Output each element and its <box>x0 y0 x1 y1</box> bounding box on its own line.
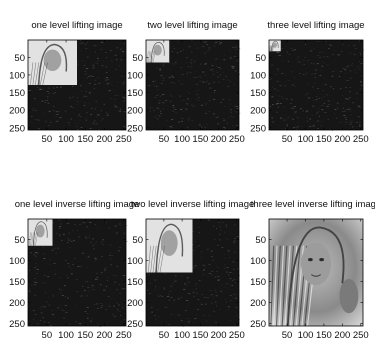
x-tick-label: 200 <box>211 330 227 341</box>
y-tick-label: 100 <box>250 256 266 267</box>
y-tick-label: 50 <box>132 53 143 64</box>
y-tick-label: 50 <box>132 235 143 246</box>
axes-box <box>145 218 240 327</box>
y-tick-label: 150 <box>250 88 266 99</box>
x-tick-label: 50 <box>42 134 53 145</box>
x-tick-label: 100 <box>58 330 74 341</box>
y-tick-label: 200 <box>127 106 143 117</box>
y-tick-label: 150 <box>9 88 25 99</box>
mouth <box>311 274 321 277</box>
hood <box>286 226 345 327</box>
x-tick-label: 150 <box>77 330 93 341</box>
x-tick-label: 50 <box>42 330 53 341</box>
x-tick-label: 250 <box>116 134 132 145</box>
x-tick-label: 50 <box>159 330 170 341</box>
x-tick-label: 250 <box>116 330 132 341</box>
axes-box <box>27 218 127 327</box>
x-tick-label: 250 <box>353 134 369 145</box>
x-tick-label: 200 <box>334 330 350 341</box>
face <box>300 242 332 286</box>
y-tick-label: 250 <box>250 123 266 134</box>
x-tick-label: 150 <box>192 330 208 341</box>
subplot-title: two level inverse lifting image <box>131 199 255 210</box>
x-tick-label: 100 <box>298 134 314 145</box>
y-tick-label: 250 <box>127 319 143 330</box>
detail-subbands <box>269 40 363 130</box>
y-tick-label: 50 <box>14 53 25 64</box>
y-tick-label: 150 <box>250 277 266 288</box>
subplot-title: two level lifting image <box>147 20 237 31</box>
y-tick-label: 100 <box>127 256 143 267</box>
eye <box>319 258 324 262</box>
subplot-title: three level inverse lifting image <box>251 199 375 210</box>
y-tick-label: 100 <box>9 70 25 81</box>
y-tick-label: 250 <box>9 123 25 134</box>
x-tick-label: 150 <box>77 134 93 145</box>
y-tick-label: 100 <box>127 70 143 81</box>
x-tick-label: 50 <box>159 134 170 145</box>
y-tick-label: 200 <box>127 298 143 309</box>
x-tick-label: 200 <box>334 134 350 145</box>
y-tick-label: 150 <box>127 88 143 99</box>
subplot-title: three level lifting image <box>267 20 364 31</box>
x-tick-label: 250 <box>353 330 369 341</box>
x-tick-label: 100 <box>298 330 314 341</box>
x-tick-label: 150 <box>316 134 332 145</box>
y-tick-label: 200 <box>250 298 266 309</box>
x-tick-label: 250 <box>229 134 245 145</box>
y-tick-label: 100 <box>9 256 25 267</box>
subplot-title: one level lifting image <box>31 20 122 31</box>
y-tick-label: 100 <box>250 70 266 81</box>
y-tick-label: 250 <box>127 123 143 134</box>
x-tick-label: 100 <box>174 134 190 145</box>
x-tick-label: 50 <box>282 330 293 341</box>
y-tick-label: 250 <box>9 319 25 330</box>
axes-box <box>27 39 127 131</box>
x-tick-label: 200 <box>211 134 227 145</box>
x-tick-label: 150 <box>192 134 208 145</box>
y-tick-label: 200 <box>250 106 266 117</box>
y-tick-label: 150 <box>127 277 143 288</box>
axes-box <box>268 218 364 327</box>
x-tick-label: 200 <box>97 134 113 145</box>
x-tick-label: 50 <box>282 134 293 145</box>
x-tick-label: 150 <box>316 330 332 341</box>
x-tick-label: 100 <box>174 330 190 341</box>
eye <box>308 258 313 262</box>
y-tick-label: 200 <box>9 298 25 309</box>
y-tick-label: 50 <box>255 53 266 64</box>
x-tick-label: 200 <box>97 330 113 341</box>
axes-box <box>145 39 240 131</box>
subplot-title: one level inverse lifting image <box>15 199 140 210</box>
x-tick-label: 100 <box>58 134 74 145</box>
y-tick-label: 50 <box>255 235 266 246</box>
y-tick-label: 200 <box>9 106 25 117</box>
x-tick-label: 250 <box>229 330 245 341</box>
y-tick-label: 50 <box>14 235 25 246</box>
y-tick-label: 250 <box>250 319 266 330</box>
hand <box>339 278 359 314</box>
y-tick-label: 150 <box>9 277 25 288</box>
axes-box <box>268 39 364 131</box>
